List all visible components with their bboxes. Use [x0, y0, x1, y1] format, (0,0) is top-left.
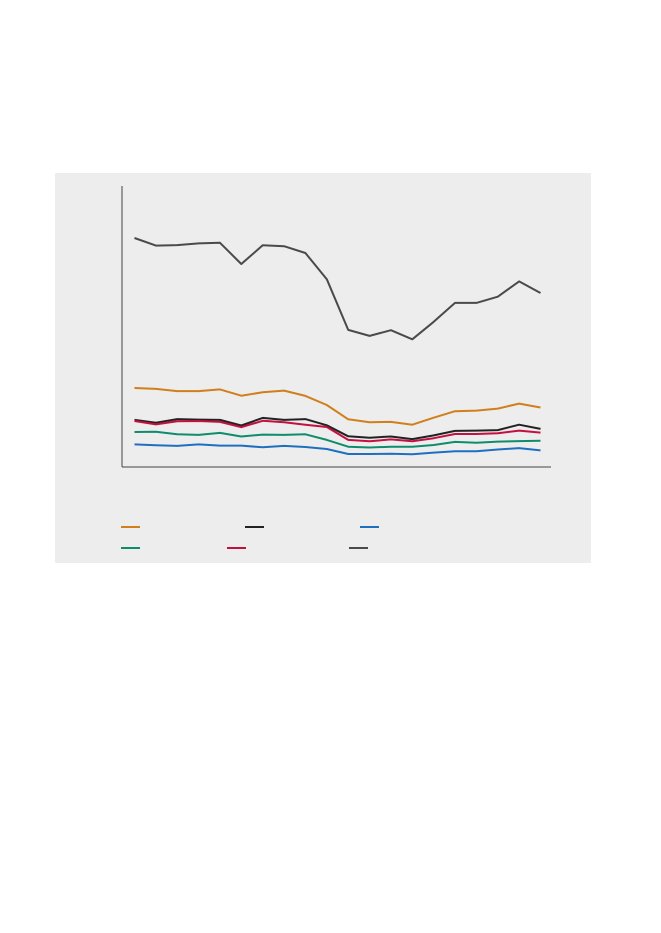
series-line-5: [134, 419, 541, 443]
legend: [121, 526, 379, 549]
series-line-2: [134, 416, 541, 441]
series-line-1: [134, 387, 541, 426]
chart-panel: [55, 173, 591, 563]
series-line-6: [134, 237, 541, 341]
series-line-4: [134, 430, 541, 449]
line-chart: [121, 186, 551, 549]
series-line-3: [134, 443, 541, 456]
